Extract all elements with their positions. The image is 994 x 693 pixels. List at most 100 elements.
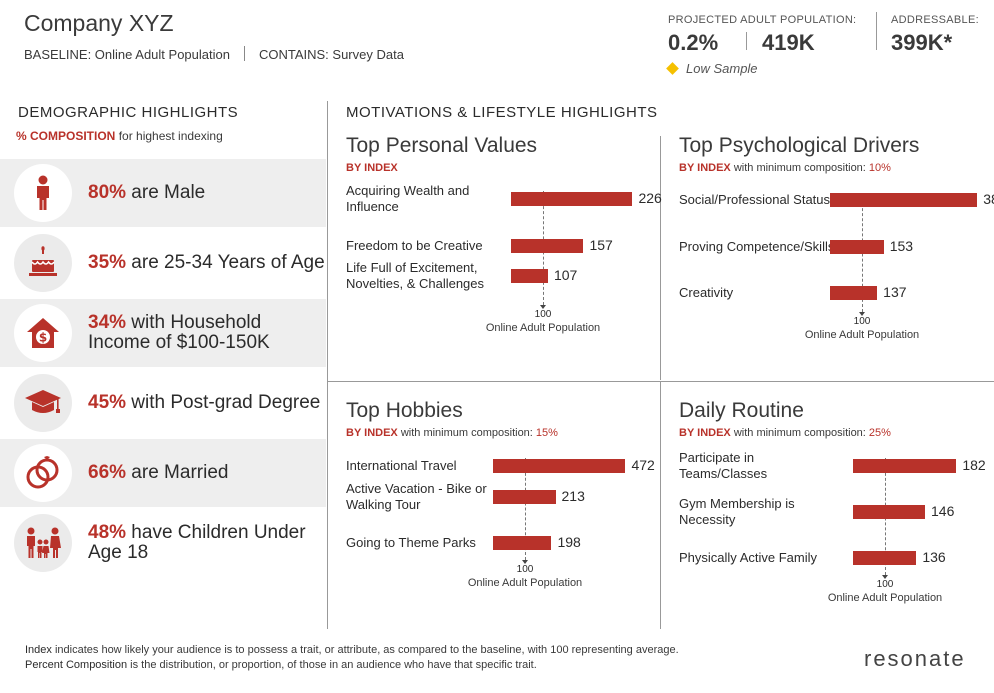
composition-definition: is the distribution, or proportion, of t… xyxy=(127,659,537,671)
item-label: Social/Professional Status xyxy=(679,192,831,207)
company-name: Company XYZ xyxy=(24,10,174,36)
quadrant-divider xyxy=(660,382,661,629)
item-label: Gym Membership is Necessity xyxy=(679,496,795,527)
demographic-label: are Married xyxy=(126,462,229,483)
demographic-label: have Children Under Age 18 xyxy=(88,522,306,563)
panel-title: Daily Routine xyxy=(679,399,804,422)
index-bar xyxy=(830,193,978,207)
index-value: 226 xyxy=(638,190,662,206)
cake-icon xyxy=(14,234,72,292)
addressable-label: ADDRESSABLE: xyxy=(891,14,979,26)
panel-subtitle: BY INDEX xyxy=(346,162,398,174)
demographic-row-marital: 66% are Married xyxy=(0,439,326,507)
panel-subtitle: BY INDEX with minimum composition: 10% xyxy=(679,162,891,174)
composition-label: % COMPOSITION xyxy=(16,129,116,143)
resonate-logo: resonate xyxy=(864,646,966,671)
item-label: Going to Theme Parks xyxy=(346,535,476,550)
demographic-row-children: 48% have Children Under Age 18 xyxy=(0,509,326,577)
low-sample-label: Low Sample xyxy=(686,61,758,76)
family-icon xyxy=(14,514,72,572)
axis-baseline-name: Online Adult Population xyxy=(485,322,601,334)
index-bar xyxy=(493,536,552,550)
min-composition-label: with minimum composition: xyxy=(397,427,536,439)
item-label: Proving Competence/Skills xyxy=(679,239,835,254)
composition-note: Percent Composition is the distribution,… xyxy=(25,658,679,673)
index-bar xyxy=(511,239,584,253)
footer-notes: Index indicates how likely your audience… xyxy=(25,643,679,673)
index-bar xyxy=(853,459,957,473)
demographic-row-age: 35% are 25-34 Years of Age xyxy=(0,229,326,297)
index-bar xyxy=(830,240,884,254)
baseline-label: BASELINE: Online Adult Population xyxy=(24,47,230,62)
stat-divider xyxy=(876,12,877,50)
index-bar xyxy=(511,269,548,283)
graduation-cap-icon xyxy=(14,374,72,432)
item-label: Participate in Teams/Classes xyxy=(679,450,768,481)
item-label: Physically Active Family xyxy=(679,550,817,565)
demographic-percent: 35% xyxy=(88,252,127,273)
low-sample-note: Low Sample xyxy=(666,61,758,76)
index-value: 153 xyxy=(889,238,914,254)
demographic-label: are Male xyxy=(126,182,206,203)
demographic-row-gender: 80% are Male xyxy=(0,159,326,227)
baseline-separator xyxy=(243,46,245,61)
projected-percent: 0.2% xyxy=(668,30,719,55)
demographic-percent: 34% xyxy=(88,312,127,333)
stat-divider xyxy=(746,32,747,50)
demographic-percent: 48% xyxy=(88,522,127,543)
demographic-highlights-title: DEMOGRAPHIC HIGHLIGHTS xyxy=(18,104,239,121)
projected-population-label: PROJECTED ADULT POPULATION: xyxy=(668,14,857,26)
panel-subtitle: BY INDEX with minimum composition: 15% xyxy=(346,427,558,439)
item-label: Life Full of Excitement, Novelties, & Ch… xyxy=(346,260,485,291)
index-value: 157 xyxy=(589,237,613,253)
demographic-subtitle: % COMPOSITION for highest indexing xyxy=(16,129,223,143)
demographic-text: 35% are 25-34 Years of Age xyxy=(88,253,325,273)
demographic-label: with Post-grad Degree xyxy=(126,392,321,413)
demographic-label: with Household Income of $100-150K xyxy=(88,312,270,353)
index-value: 137 xyxy=(883,284,907,300)
demographic-label: are 25-34 Years of Age xyxy=(126,252,325,273)
axis-baseline-name: Online Adult Population xyxy=(467,577,583,589)
axis-baseline-value: 100 xyxy=(516,564,534,575)
demographic-text: 66% are Married xyxy=(88,463,228,483)
composition-desc: for highest indexing xyxy=(118,129,223,143)
addressable-value: 399K* xyxy=(891,30,953,55)
index-definition: indicates how likely your audience is to… xyxy=(51,644,679,656)
svg-text:$: $ xyxy=(39,331,47,345)
baseline-line: BASELINE: Online Adult Population CONTAIN… xyxy=(24,46,404,62)
panel-title: Top Personal Values xyxy=(346,134,538,157)
demographic-row-income: $ 34% with Household Income of $100-150K xyxy=(0,299,326,367)
index-bar xyxy=(830,286,878,300)
by-index-label: BY INDEX xyxy=(346,162,398,174)
index-bar xyxy=(853,551,917,565)
item-label: Creativity xyxy=(679,285,734,300)
demographic-percent: 45% xyxy=(88,392,127,413)
baseline-axis xyxy=(525,458,526,560)
index-bar xyxy=(511,192,633,206)
by-index-label: BY INDEX xyxy=(679,162,731,174)
min-composition-value: 15% xyxy=(535,427,558,439)
contains-label: CONTAINS: Survey Data xyxy=(258,47,404,62)
axis-baseline-name: Online Adult Population xyxy=(827,592,943,604)
demographic-text: 45% with Post-grad Degree xyxy=(88,393,320,413)
by-index-label: BY INDEX xyxy=(679,427,731,439)
demographic-percent: 66% xyxy=(88,462,127,483)
panel-title: Top Psychological Drivers xyxy=(679,134,920,157)
demographic-text: 48% have Children Under Age 18 xyxy=(88,523,326,563)
axis-baseline-value: 100 xyxy=(534,309,552,320)
index-value: 472 xyxy=(631,457,655,473)
demographic-text: 34% with Household Income of $100-150K xyxy=(88,313,326,353)
axis-arrow-icon xyxy=(882,575,888,579)
by-index-label: BY INDEX xyxy=(346,427,398,439)
axis-arrow-icon xyxy=(859,312,865,316)
index-value: 381 xyxy=(983,191,994,207)
rings-icon xyxy=(14,444,72,502)
report-header: Company XYZ BASELINE: Online Adult Popul… xyxy=(0,0,994,90)
index-value: 146 xyxy=(931,503,955,519)
panel-subtitle: BY INDEX with minimum composition: 25% xyxy=(679,427,891,439)
index-value: 213 xyxy=(561,488,585,504)
index-note: Index indicates how likely your audience… xyxy=(25,643,679,658)
demographic-row-education: 45% with Post-grad Degree xyxy=(0,369,326,437)
index-value: 107 xyxy=(553,267,578,283)
axis-arrow-icon xyxy=(522,560,528,564)
